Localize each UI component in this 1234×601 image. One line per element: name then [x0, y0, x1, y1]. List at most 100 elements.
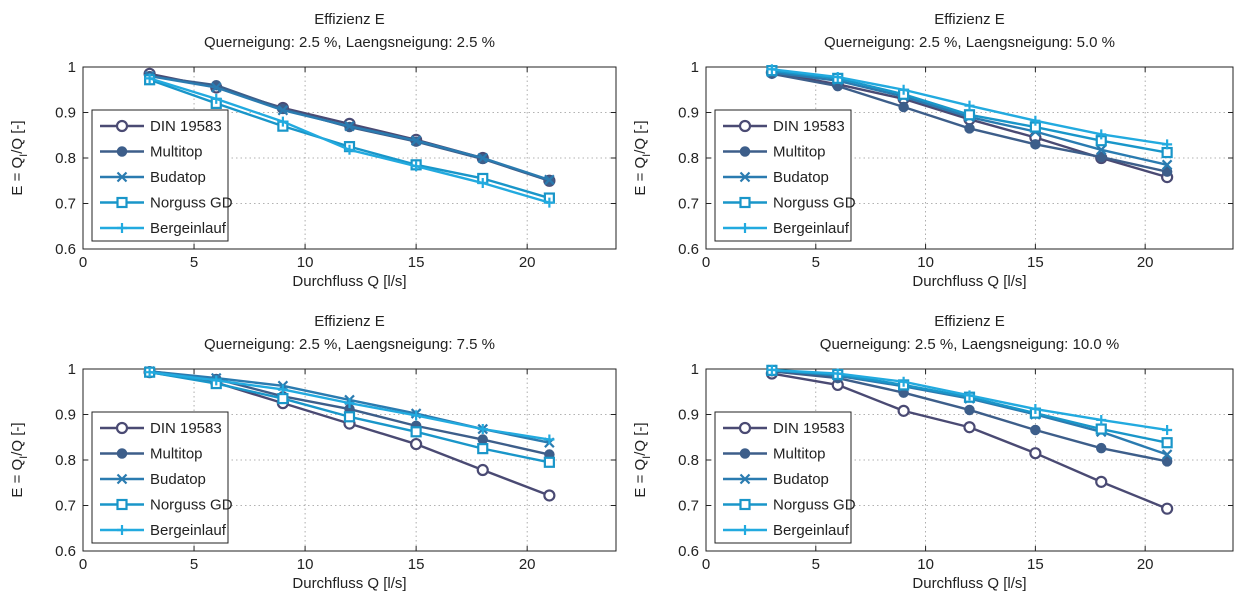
x-tick-label: 10	[297, 254, 314, 271]
x-axis-label: Durchfluss Q [l/s]	[912, 273, 1026, 290]
data-point	[543, 489, 556, 502]
legend: DIN 19583 Multitop Budatop Norguss GD Bergei…	[714, 411, 856, 544]
data-point	[410, 135, 422, 146]
data-point	[411, 410, 422, 421]
chart-panel-1: Effizienz E Querneigung: 2.5 %, Laengsnei…	[9, 11, 617, 290]
y-axis-label-part: /Q [-]	[9, 422, 26, 455]
chart-subtitle: Querneigung: 2.5 %, Laengsneigung: 7.5 %	[204, 336, 495, 353]
x-axis-label: Durchfluss Q [l/s]	[912, 575, 1026, 592]
data-point	[964, 123, 975, 134]
data-point	[210, 82, 222, 93]
x-tick-label: 0	[79, 556, 87, 573]
legend-entry: DIN 19583	[723, 420, 845, 437]
y-axis-label-part: E = Q	[9, 157, 26, 196]
data-point	[1161, 146, 1173, 159]
x-tick-label: 20	[1137, 254, 1154, 271]
x-tick-label: 5	[812, 556, 820, 573]
legend-marker	[739, 473, 751, 485]
y-tick-label: 1	[68, 361, 76, 378]
data-point	[144, 73, 155, 84]
data-point	[1030, 424, 1041, 436]
legend-marker	[116, 146, 128, 157]
data-point	[277, 392, 289, 405]
data-point	[1096, 129, 1107, 140]
y-tick-label: 0.9	[55, 105, 76, 122]
y-axis-label-subscript: I	[18, 456, 30, 459]
data-point	[1161, 449, 1173, 460]
y-tick-label: 0.7	[678, 196, 699, 213]
data-point	[1095, 423, 1107, 435]
data-point	[1030, 404, 1041, 415]
chart-panel-2: Effizienz E Querneigung: 2.5 %, Laengsnei…	[632, 11, 1234, 290]
data-point	[898, 376, 909, 387]
legend-entry: DIN 19583	[100, 420, 222, 437]
legend-entry: Bergeinlauf	[100, 522, 227, 539]
data-point	[898, 84, 909, 95]
y-tick-label: 0.8	[55, 150, 76, 167]
data-point	[766, 64, 777, 75]
data-point	[277, 104, 289, 116]
data-point	[410, 426, 422, 438]
legend-label: Norguss GD	[773, 497, 856, 514]
legend-box	[91, 411, 229, 544]
data-point	[544, 197, 555, 208]
data-point	[964, 100, 975, 111]
x-tick-label: 15	[408, 254, 425, 271]
y-tick-label: 0.6	[55, 241, 76, 258]
legend-label: Bergeinlauf	[150, 220, 227, 237]
legend-box	[91, 109, 229, 242]
x-tick-label: 5	[190, 556, 198, 573]
y-axis-label: E = QI/Q [-]	[632, 422, 653, 497]
y-tick-label: 0.8	[678, 452, 699, 469]
y-tick-label: 0.8	[55, 452, 76, 469]
legend-label: DIN 19583	[773, 420, 845, 437]
legend-entry: Budatop	[100, 169, 206, 186]
legend-entry: Norguss GD	[100, 195, 233, 212]
legend-marker	[738, 421, 752, 435]
y-axis-label: E = QI/Q [-]	[632, 120, 653, 195]
legend-box	[714, 411, 852, 544]
legend-marker	[116, 448, 128, 459]
data-point	[344, 144, 355, 155]
data-point	[344, 398, 355, 409]
y-axis-label-subscript: I	[641, 154, 653, 157]
y-axis-label-subscript: I	[18, 154, 30, 157]
chart-title: Effizienz E	[934, 11, 1005, 28]
legend-label: Budatop	[150, 471, 206, 488]
legend-label: DIN 19583	[150, 420, 222, 437]
data-point	[964, 390, 975, 401]
chart-panel-3: Effizienz E Querneigung: 2.5 %, Laengsnei…	[9, 313, 617, 592]
y-axis-label: E = QI/Q [-]	[9, 422, 30, 497]
legend-marker	[739, 146, 751, 157]
x-tick-label: 0	[79, 254, 87, 271]
series-bergeinlauf	[766, 364, 1173, 435]
legend-marker	[117, 223, 127, 233]
x-tick-label: 15	[1027, 254, 1044, 271]
chart-title: Effizienz E	[934, 313, 1005, 330]
legend-label: Norguss GD	[150, 497, 233, 514]
legend-marker	[117, 525, 127, 535]
y-tick-label: 0.9	[55, 407, 76, 424]
legend: DIN 19583 Multitop Budatop Norguss GD Bergei…	[714, 109, 856, 242]
x-axis-label: Durchfluss Q [l/s]	[292, 575, 406, 592]
x-tick-label: 10	[917, 556, 934, 573]
legend-label: DIN 19583	[150, 118, 222, 135]
legend-label: DIN 19583	[773, 118, 845, 135]
legend-label: Norguss GD	[773, 195, 856, 212]
data-point	[1095, 144, 1107, 156]
legend-marker	[739, 171, 751, 183]
data-point	[1096, 442, 1107, 454]
legend: DIN 19583 Multitop Budatop Norguss GD Bergei…	[91, 411, 233, 544]
legend-entry: Bergeinlauf	[723, 522, 850, 539]
legend-marker	[116, 498, 128, 511]
chart-subtitle: Querneigung: 2.5 %, Laengsneigung: 10.0 …	[820, 336, 1119, 353]
legend-marker	[115, 119, 129, 133]
chart-subtitle: Querneigung: 2.5 %, Laengsneigung: 5.0 %	[824, 34, 1115, 51]
data-point	[344, 120, 355, 132]
legend-label: Bergeinlauf	[773, 522, 850, 539]
chart-subtitle: Querneigung: 2.5 %, Laengsneigung: 2.5 %	[204, 34, 495, 51]
y-tick-label: 1	[691, 59, 699, 76]
data-point	[1030, 115, 1041, 126]
y-axis-label-subscript: I	[641, 456, 653, 459]
legend-entry: Budatop	[723, 169, 829, 186]
